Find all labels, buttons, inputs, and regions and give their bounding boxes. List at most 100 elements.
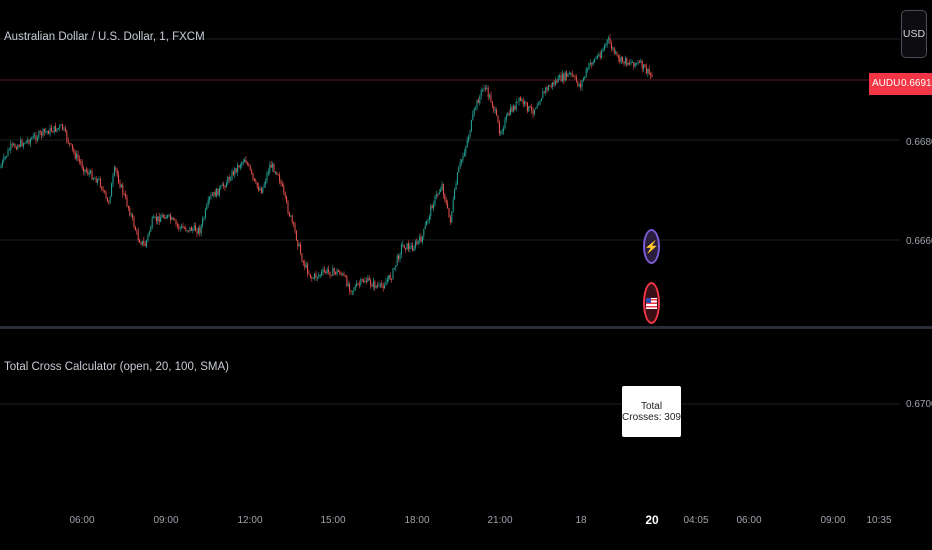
candle-body xyxy=(358,284,360,285)
candle-body xyxy=(382,285,384,289)
candle-body xyxy=(225,183,227,188)
candle-body xyxy=(27,139,29,142)
candle-body xyxy=(300,244,302,254)
candle-body xyxy=(165,217,167,219)
candle-body xyxy=(423,228,425,237)
candle-body xyxy=(59,125,61,128)
candle-body xyxy=(6,156,8,157)
candle-body xyxy=(120,184,122,188)
candle-body xyxy=(466,140,468,147)
candle-body xyxy=(160,217,162,223)
candle-body xyxy=(333,268,335,272)
candle-body xyxy=(126,197,128,207)
candle-body xyxy=(20,140,22,147)
candle-body xyxy=(25,141,27,144)
candle-body xyxy=(335,271,337,275)
candle-body xyxy=(497,115,499,123)
candle-body xyxy=(468,137,470,141)
candle-body xyxy=(363,280,365,283)
candle-body xyxy=(420,236,422,243)
candle-body xyxy=(189,227,191,231)
candle-body xyxy=(434,196,436,205)
candle-body xyxy=(279,175,281,182)
candle-body xyxy=(49,127,51,135)
candle-body xyxy=(141,240,143,245)
candle-body xyxy=(319,274,321,276)
candle-body xyxy=(349,284,351,291)
candle-body xyxy=(241,162,243,166)
indicator-title[interactable]: Total Cross Calculator (open, 20, 100, S… xyxy=(4,361,229,373)
candle-body xyxy=(129,208,131,216)
candle-body xyxy=(491,102,493,106)
candle-body xyxy=(416,241,418,244)
candle-body xyxy=(521,99,523,101)
candle-body xyxy=(260,188,262,193)
candle-body xyxy=(563,73,565,81)
candle-body xyxy=(74,152,76,159)
candle-body xyxy=(192,229,194,231)
flash-icon[interactable]: ⚡ xyxy=(643,229,660,264)
candle-body xyxy=(400,244,402,255)
candle-body xyxy=(428,216,430,220)
candle-body xyxy=(473,108,475,114)
candle-body xyxy=(125,194,127,198)
currency-button[interactable]: USD xyxy=(901,10,927,58)
candle-body xyxy=(479,96,481,104)
candle-body xyxy=(620,56,622,62)
candle-body xyxy=(87,171,89,175)
candle-body xyxy=(172,217,174,220)
candle-body xyxy=(284,192,286,197)
candle-body xyxy=(115,167,117,170)
candle-body xyxy=(109,196,111,203)
candle-body xyxy=(237,165,239,173)
candle-body xyxy=(494,110,496,111)
candle-body xyxy=(302,261,304,263)
candle-body xyxy=(144,243,146,247)
candle-body xyxy=(515,101,517,110)
candle-body xyxy=(252,173,254,179)
candle-body xyxy=(356,283,358,287)
time-axis-label: 15:00 xyxy=(320,515,346,526)
candle-body xyxy=(140,242,142,245)
candle-body xyxy=(391,279,393,280)
candle-body xyxy=(256,182,258,187)
candle-body xyxy=(367,277,369,282)
candle-body xyxy=(38,131,40,138)
candle-body xyxy=(286,196,288,203)
candle-body xyxy=(18,145,20,147)
candle-body xyxy=(1,161,3,166)
candle-body xyxy=(238,165,240,168)
candle-body xyxy=(644,64,646,68)
candle-body xyxy=(501,131,503,133)
candle-body xyxy=(601,51,603,58)
candle-body xyxy=(456,172,458,185)
candle-body xyxy=(95,178,97,183)
candle-body xyxy=(295,230,297,241)
candle-body xyxy=(594,58,596,62)
candle-body xyxy=(22,143,24,147)
candle-body xyxy=(36,137,38,141)
candle-body xyxy=(602,49,604,52)
candle-body xyxy=(293,222,295,224)
candle-body xyxy=(99,179,101,187)
candle-body xyxy=(477,100,479,104)
candle-body xyxy=(595,58,597,59)
time-axis-label: 06:00 xyxy=(69,515,95,526)
candle-body xyxy=(251,169,253,174)
candle-body xyxy=(98,179,100,180)
candle-body xyxy=(409,246,411,250)
us-flag-icon[interactable] xyxy=(643,282,660,324)
candle-body xyxy=(500,132,502,134)
candle-body xyxy=(220,185,222,188)
candle-body xyxy=(248,164,250,166)
candle-body xyxy=(57,127,59,129)
candle-body xyxy=(228,177,230,181)
candle-body xyxy=(10,144,12,150)
candle-body xyxy=(217,188,219,196)
candle-body xyxy=(609,38,611,44)
candle-body xyxy=(133,217,135,227)
candle-body xyxy=(414,241,416,248)
candle-body xyxy=(85,169,87,172)
candle-body xyxy=(405,248,407,250)
